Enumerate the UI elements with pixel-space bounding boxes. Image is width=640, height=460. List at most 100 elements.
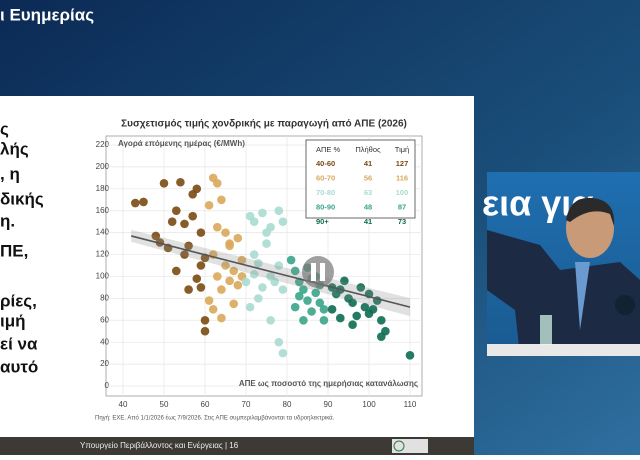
scatter-point [249,250,259,259]
scatter-point [327,305,337,314]
y-tick-label: 20 [100,359,109,368]
scatter-point [229,266,238,276]
scatter-point [225,241,234,251]
scatter-point [200,326,210,336]
scatter-point [258,283,267,292]
slide-text: ς [0,119,9,138]
pause-bar [311,263,316,281]
pause-button [302,256,334,288]
scatter-point [167,217,177,226]
y-tick-label: 140 [96,228,110,237]
legend-price: 100 [396,188,409,197]
scatter-point [286,255,296,265]
microphone [615,295,635,315]
scatter-point [278,217,288,226]
scatter-point [180,219,189,229]
slide-text: λής [0,139,29,158]
y-tick-label: 160 [96,206,110,215]
pause-bar [320,263,325,281]
scatter-point [172,266,181,276]
y-axis-label: Αγορά επόμενης ημέρας (€/MWh) [118,139,245,148]
scatter-point [262,228,271,237]
scatter-point [348,320,357,329]
scatter-point [266,315,275,325]
x-tick-label: 100 [362,400,376,409]
scatter-point [336,313,345,323]
scatter-point [200,315,210,325]
scatter-point [204,296,214,305]
legend-header: Τιμή [395,145,409,154]
scatter-point [172,206,181,216]
trendline [131,235,411,308]
scatter-point [356,283,366,292]
scatter-point [229,299,238,309]
scatter-point [307,307,316,316]
slide-text: η. [0,211,15,230]
scatter-point [192,184,202,194]
legend-count: 63 [364,188,372,197]
scatter-point [274,261,284,270]
legend-label: 40-60 [316,159,335,168]
scatter-point [225,276,234,286]
chart-title: Συσχετισμός τιμής χονδρικής με παραγωγή … [121,119,407,130]
scatter-point [217,195,226,205]
slide-text: , η [0,164,20,183]
legend-count: 41 [364,159,372,168]
person-hair [566,197,615,226]
scatter-point [131,198,140,208]
scatter-point [184,241,193,251]
scatter-point [262,239,271,248]
y-tick-label: 220 [96,140,110,149]
scatter-point [217,313,226,323]
scatter-point [213,222,222,232]
scatter-point [319,315,329,325]
footer-text: Υπουργείο Περιβάλλοντος και Ενέργειας | … [80,441,239,450]
scatter-point [184,285,193,294]
y-tick-label: 100 [96,272,110,281]
legend-price: 116 [396,173,408,182]
person-body [487,230,640,356]
scatter-point [180,250,189,259]
scatter-point [204,200,214,210]
scatter-point [278,285,288,294]
x-axis-label: ΑΠΕ ως ποσοστό της ημερήσιας κατανάλωσης [239,379,418,388]
scatter-point [303,296,312,305]
scatter-point [377,315,386,325]
scatter-point [192,274,202,283]
scatter-point [360,302,370,312]
slide-text: ΠΕ, [0,241,28,260]
scatter-point [188,211,197,221]
legend-label: 70-80 [316,188,335,197]
y-tick-label: 180 [96,184,110,193]
y-tick-label: 60 [100,315,109,324]
scatter-point [196,283,206,292]
scatter-point [176,177,185,187]
y-tick-label: 200 [96,162,110,171]
scatter-point [348,298,357,308]
scatter-point [241,277,251,287]
scatter-point [233,280,243,290]
legend-price: 127 [396,159,409,168]
glass [540,315,552,345]
scatter-point [245,302,255,312]
legend-price: 87 [398,202,406,211]
y-tick-label: 0 [105,381,110,390]
scatter-point [270,277,280,287]
scatter-point [364,309,374,319]
scatter-point [249,269,259,279]
slide-footer [0,437,474,455]
legend-label: 90+ [316,217,329,226]
scatter-point [213,272,222,281]
scatter-point [196,228,206,237]
slide-text: ιμή [0,311,26,330]
scatter-point [405,351,415,360]
scatter-point [139,197,148,207]
x-tick-label: 80 [283,400,292,409]
scatter-point [290,302,300,312]
y-tick-label: 40 [100,337,109,346]
scatter-point [208,305,218,314]
scatter-point [253,294,263,303]
scatter-point [290,266,300,276]
